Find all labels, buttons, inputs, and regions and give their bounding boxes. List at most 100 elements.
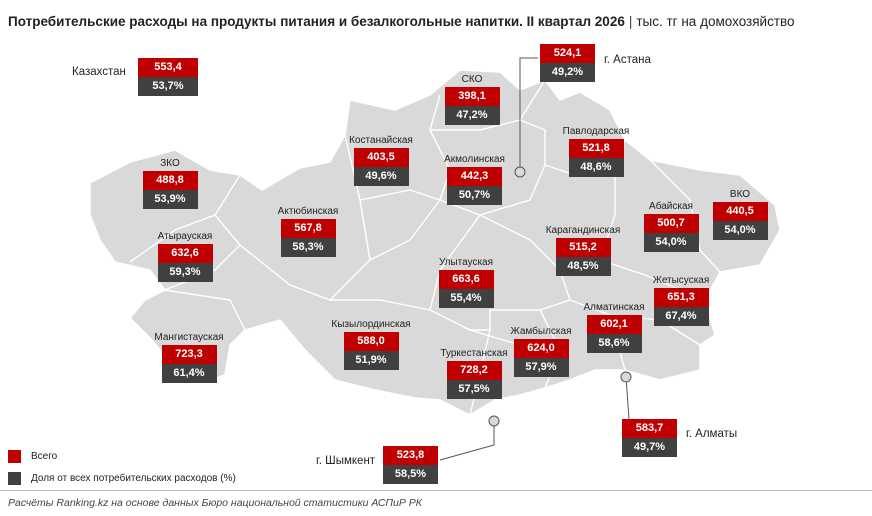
region-name: Мангистауская [154, 332, 224, 343]
legend-swatch-total [8, 449, 21, 463]
shymkent-marker [488, 415, 500, 427]
region-value: 663,6 [438, 270, 494, 289]
region-value: 588,0 [343, 332, 399, 351]
region-share: 48,6% [568, 158, 624, 177]
region-aktobe: Актюбинская 567,8 58,3% [268, 206, 348, 257]
region-value: 651,3 [653, 288, 709, 307]
region-share: 48,5% [555, 257, 611, 276]
region-value: 632,6 [157, 244, 213, 263]
almaty-marker [620, 371, 632, 383]
region-name: Кызылординская [331, 319, 411, 330]
region-value: 521,8 [568, 139, 624, 158]
region-value: 398,1 [444, 87, 500, 106]
legend-item-share: Доля от всех потребительских расходов (%… [8, 468, 236, 488]
region-zko: ЗКО 488,8 53,9% [130, 158, 210, 209]
region-pavlodar: Павлодарская 521,8 48,6% [556, 126, 636, 177]
region-atyrau: Атырауская 632,6 59,3% [145, 231, 225, 282]
astana-leader [519, 57, 538, 172]
legend-swatch-share [8, 471, 21, 485]
region-abai: Абайская 500,7 54,0% [631, 201, 711, 252]
city-share: 49,7% [622, 438, 677, 457]
region-vko: ВКО 440,5 54,0% [700, 189, 780, 240]
region-value: 624,0 [513, 339, 569, 358]
region-name: Туркестанская [440, 348, 508, 359]
city-shymkent-label: г. Шымкент [316, 455, 376, 467]
region-name: Костанайская [349, 135, 413, 146]
region-kyzylorda: Кызылординская 588,0 51,9% [326, 319, 416, 370]
national-value: 553,4 [138, 58, 198, 77]
region-share: 58,6% [586, 334, 642, 353]
title-separator: | [628, 14, 633, 29]
region-share: 58,3% [280, 238, 336, 257]
city-astana-badge: 524,1 49,2% [540, 44, 595, 82]
city-shymkent-badge: 523,8 58,5% [383, 446, 438, 484]
border-zko [129, 174, 241, 263]
region-value: 515,2 [555, 238, 611, 257]
city-almaty-badge: 583,7 49,7% [622, 419, 677, 457]
region-kostanay: Костанайская 403,5 49,6% [340, 135, 422, 186]
region-karaganda: Карагандинская 515,2 48,5% [539, 225, 627, 276]
region-value: 500,7 [643, 214, 699, 233]
region-share: 59,3% [157, 263, 213, 282]
region-share: 51,9% [343, 351, 399, 370]
footer-divider [0, 490, 872, 491]
region-share: 54,0% [712, 221, 768, 240]
region-value: 567,8 [280, 219, 336, 238]
region-share: 53,9% [142, 190, 198, 209]
astana-marker [514, 166, 526, 178]
region-name: Карагандинская [545, 225, 621, 236]
region-name: ВКО [729, 189, 751, 200]
region-name: Жетысуская [652, 275, 710, 286]
region-share: 67,4% [653, 307, 709, 326]
region-name: Актюбинская [277, 206, 339, 217]
national-label: Казахстан [72, 66, 126, 78]
region-zhambyl: Жамбылская 624,0 57,9% [500, 326, 582, 377]
region-name: Алматинская [583, 302, 645, 313]
legend-item-total: Всего [8, 446, 236, 466]
legend-label-total: Всего [31, 450, 58, 462]
region-mangistau: Мангистауская 723,3 61,4% [148, 332, 230, 383]
region-almaty: Алматинская 602,1 58,6% [572, 302, 656, 353]
city-share: 49,2% [540, 63, 595, 82]
region-name: Акмолинская [444, 154, 505, 165]
legend: Всего Доля от всех потребительских расхо… [8, 446, 236, 490]
border-akmola [439, 119, 546, 216]
chart-title: Потребительские расходы на продукты пита… [8, 14, 795, 29]
region-name: СКО [461, 74, 483, 85]
national-share: 53,7% [138, 77, 198, 96]
region-value: 602,1 [586, 315, 642, 334]
region-value: 440,5 [712, 202, 768, 221]
region-name: ЗКО [160, 158, 180, 169]
border-kostanay [359, 94, 451, 201]
region-share: 50,7% [447, 186, 502, 205]
region-value: 442,3 [447, 167, 502, 186]
region-zhetysu: Жетысуская 651,3 67,4% [640, 275, 722, 326]
source-note: Расчёты Ranking.kz на основе данных Бюро… [8, 497, 422, 509]
legend-label-share: Доля от всех потребительских расходов (%… [31, 472, 236, 484]
region-value: 723,3 [161, 345, 217, 364]
region-name: Абайская [649, 201, 693, 212]
border-mangistau [164, 289, 246, 331]
region-sko: СКО 398,1 47,2% [432, 74, 512, 125]
city-value: 524,1 [540, 44, 595, 63]
region-value: 728,2 [446, 361, 502, 380]
region-akmola: Акмолинская 442,3 50,7% [432, 154, 517, 205]
title-main: Потребительские расходы на продукты пита… [8, 14, 625, 29]
region-value: 488,8 [142, 171, 198, 190]
region-value: 403,5 [353, 148, 409, 167]
region-share: 57,5% [446, 380, 502, 399]
region-share: 54,0% [643, 233, 699, 252]
region-name: Улытауская [438, 257, 494, 268]
city-astana-label: г. Астана [604, 54, 651, 66]
region-share: 55,4% [438, 289, 494, 308]
border-kyzylorda [330, 299, 491, 416]
city-value: 583,7 [622, 419, 677, 438]
shymkent-leader [439, 421, 495, 461]
city-share: 58,5% [383, 465, 438, 484]
border-sko [430, 79, 546, 131]
region-name: Атырауская [157, 231, 213, 242]
region-turkestan: Туркестанская 728,2 57,5% [430, 348, 518, 399]
city-value: 523,8 [383, 446, 438, 465]
region-share: 49,6% [353, 167, 409, 186]
region-share: 47,2% [444, 106, 500, 125]
